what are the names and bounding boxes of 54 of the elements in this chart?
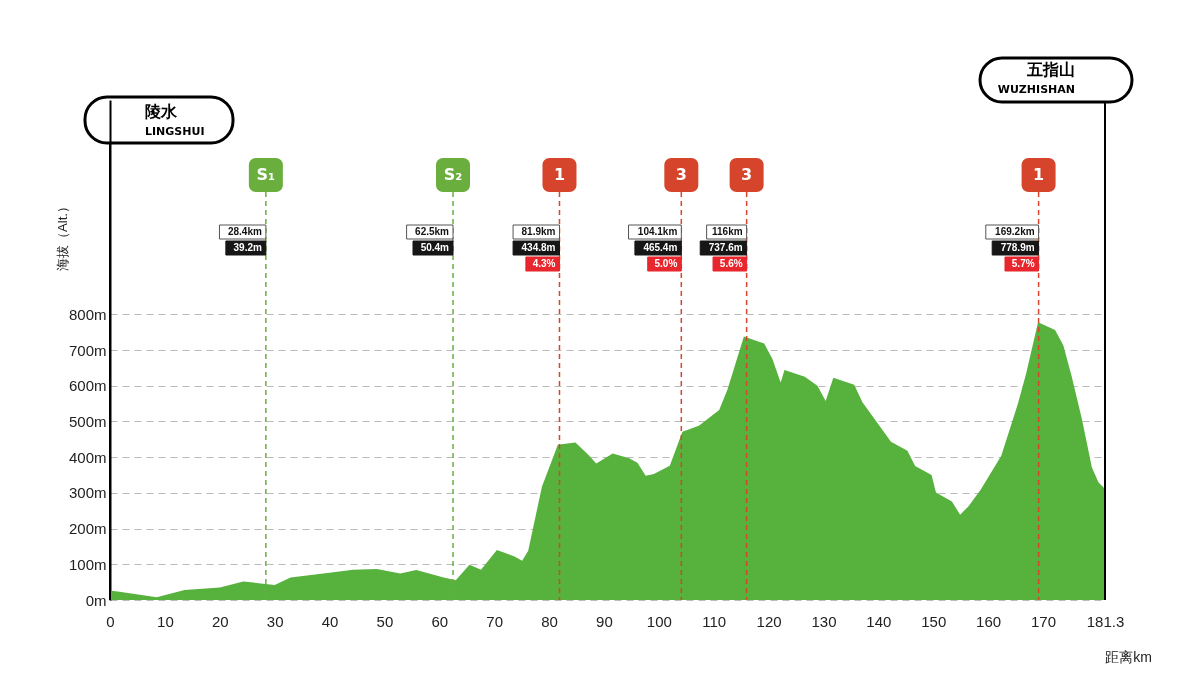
- x-tick-label: 50: [376, 612, 394, 630]
- annotation: 116km: [712, 226, 743, 237]
- annotation: 4.3%: [532, 258, 556, 269]
- annotation: 1: [1033, 165, 1045, 184]
- x-tick-label: 120: [756, 612, 782, 630]
- annotation: S₂: [443, 165, 463, 184]
- x-tick-label: 90: [596, 612, 613, 630]
- y-tick-label: 600m: [68, 377, 107, 395]
- annotation: 3: [675, 165, 687, 184]
- y-tick-label: 800m: [68, 305, 107, 323]
- ref-line-label: 五指山 WUZHISHAN: [997, 60, 1075, 96]
- x-tick-label: 130: [811, 612, 837, 630]
- annotation: 81.9km: [521, 226, 556, 237]
- annotation: 5.6%: [719, 258, 743, 269]
- y-tick-label: 200m: [68, 520, 107, 538]
- annotation: 62.5km: [415, 226, 450, 237]
- x-tick-label: 40: [321, 612, 339, 630]
- annotation: 3: [741, 165, 753, 184]
- x-tick-label: 70: [486, 612, 504, 630]
- annotation: 28.4km: [227, 226, 262, 237]
- x-tick-label: 10: [157, 612, 174, 630]
- x-tick-label: 60: [431, 612, 449, 630]
- annotation: S₁: [256, 165, 276, 184]
- annotation: 5.7%: [1011, 258, 1035, 269]
- annotation: 39.2m: [233, 242, 262, 253]
- x-tick-label: 181.3: [1086, 612, 1125, 630]
- y-tick-label: 0m: [85, 591, 107, 609]
- x-tick-label: 0: [106, 612, 115, 630]
- x-tick-label: 110: [702, 612, 727, 630]
- x-tick-label: 160: [976, 612, 1002, 630]
- annotation: 50.4m: [420, 242, 450, 253]
- annotation: 778.9m: [1000, 242, 1035, 253]
- annotation: 465.4m: [643, 242, 678, 253]
- annotation: 434.8m: [521, 242, 556, 253]
- y-tick-label: 100m: [68, 555, 107, 573]
- x-tick-label: 20: [211, 612, 229, 630]
- y-tick-label: 500m: [68, 412, 107, 430]
- y-axis-title: 海拔（Alt.）: [54, 200, 70, 271]
- x-tick-label: 140: [866, 612, 892, 630]
- y-tick-label: 300m: [68, 484, 107, 502]
- x-tick-label: 150: [921, 612, 947, 630]
- annotation: 104.1km: [637, 226, 678, 237]
- x-tick-label: 30: [266, 612, 284, 630]
- x-tick-label: 80: [541, 612, 558, 630]
- ref-line-label: 陵水 LINGSHUI: [145, 102, 205, 138]
- annotation: 169.2km: [995, 226, 1035, 237]
- y-tick-label: 400m: [68, 448, 107, 466]
- annotation: 737.6m: [708, 242, 743, 253]
- x-tick-label: 170: [1030, 612, 1056, 630]
- y-tick-label: 700m: [68, 341, 107, 359]
- annotation: 5.0%: [654, 258, 678, 269]
- x-axis-title: 距离km: [1105, 648, 1152, 665]
- annotation: 1: [553, 165, 566, 184]
- x-tick-label: 100: [646, 612, 672, 630]
